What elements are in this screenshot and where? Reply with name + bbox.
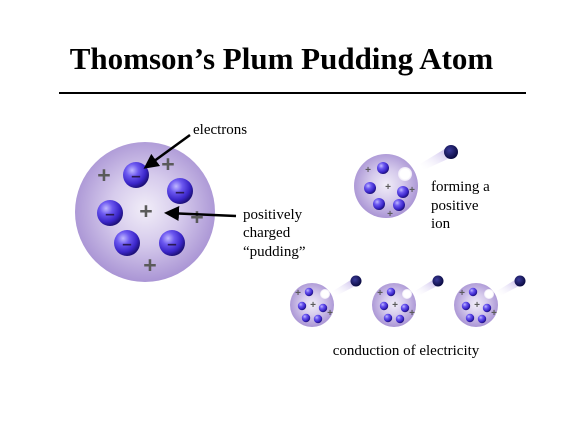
electron bbox=[400, 303, 410, 313]
positive-charge-sign: + bbox=[474, 300, 480, 311]
electrons-pointer-arrow bbox=[143, 133, 191, 169]
positive-charge-sign: + bbox=[161, 151, 174, 177]
electron-vacancy bbox=[320, 289, 330, 299]
electron bbox=[313, 314, 323, 324]
positive-charge-sign: + bbox=[327, 308, 333, 319]
title-underline bbox=[59, 92, 526, 94]
ion-atom: + + + + bbox=[354, 154, 418, 220]
ejected-electron bbox=[420, 145, 458, 170]
electron bbox=[393, 199, 405, 211]
electron bbox=[364, 182, 376, 194]
large-atom: + + + + + – – – – – bbox=[75, 142, 215, 282]
electron-vacancy bbox=[398, 167, 412, 181]
electron bbox=[373, 198, 385, 210]
ejected-electron bbox=[497, 275, 526, 296]
pudding-label-line3: “pudding” bbox=[243, 244, 305, 260]
positive-charge-sign: + bbox=[459, 288, 465, 299]
positive-charge-sign: + bbox=[190, 204, 203, 230]
positive-charge-sign: + bbox=[387, 209, 393, 220]
positive-charge-sign: + bbox=[377, 288, 383, 299]
electron bbox=[379, 301, 389, 311]
ejected-electron bbox=[333, 275, 362, 296]
electron bbox=[383, 313, 393, 323]
electron bbox=[318, 303, 328, 313]
electron bbox=[377, 162, 389, 174]
electron: – bbox=[97, 200, 123, 226]
electron bbox=[397, 186, 409, 198]
electron bbox=[482, 303, 492, 313]
slide-title: Thomson’s Plum Pudding Atom bbox=[69, 41, 494, 76]
electron bbox=[461, 301, 471, 311]
electron bbox=[465, 313, 475, 323]
positive-charge-sign: + bbox=[491, 308, 497, 319]
positive-charge-sign: + bbox=[139, 198, 152, 224]
positive-charge-sign: + bbox=[295, 288, 301, 299]
electron-vacancy bbox=[402, 289, 412, 299]
electron bbox=[468, 287, 478, 297]
ejected-electron bbox=[415, 275, 444, 296]
positive-charge-sign: + bbox=[143, 252, 156, 278]
electrons-label: electrons bbox=[193, 122, 247, 138]
electron bbox=[386, 287, 396, 297]
electron bbox=[301, 313, 311, 323]
negative-charge-sign: – bbox=[131, 166, 140, 185]
positive-charge-sign: + bbox=[385, 182, 391, 193]
negative-charge-sign: – bbox=[167, 234, 176, 253]
conduction-atom: + + + bbox=[372, 283, 416, 327]
electron: – bbox=[167, 178, 193, 204]
pudding-pointer-arrow bbox=[164, 206, 237, 222]
positive-charge-sign: + bbox=[392, 300, 398, 311]
electron-vacancy bbox=[484, 289, 494, 299]
conduction-atom: + + + bbox=[454, 283, 498, 327]
ion-label-line3: ion bbox=[431, 216, 451, 232]
positive-charge-sign: + bbox=[97, 162, 110, 188]
negative-charge-sign: – bbox=[122, 234, 131, 253]
ion-label-line1: forming a bbox=[431, 179, 490, 195]
electron: – bbox=[159, 230, 185, 256]
positive-charge-sign: + bbox=[409, 308, 415, 319]
pudding-label-line1: positively bbox=[243, 207, 303, 223]
conduction-label: conduction of electricity bbox=[333, 343, 480, 359]
positive-charge-sign: + bbox=[365, 165, 371, 176]
negative-charge-sign: – bbox=[105, 204, 114, 223]
electron bbox=[477, 314, 487, 324]
positive-charge-sign: + bbox=[409, 185, 415, 196]
electron bbox=[395, 314, 405, 324]
electron: – bbox=[114, 230, 140, 256]
conduction-atom: + + + bbox=[290, 283, 334, 327]
ion-label-line2: positive bbox=[431, 198, 479, 214]
electron: – bbox=[123, 162, 149, 188]
pudding-label-line2: charged bbox=[243, 225, 291, 241]
positive-charge-sign: + bbox=[310, 300, 316, 311]
electron bbox=[297, 301, 307, 311]
negative-charge-sign: – bbox=[175, 182, 184, 201]
electron bbox=[304, 287, 314, 297]
